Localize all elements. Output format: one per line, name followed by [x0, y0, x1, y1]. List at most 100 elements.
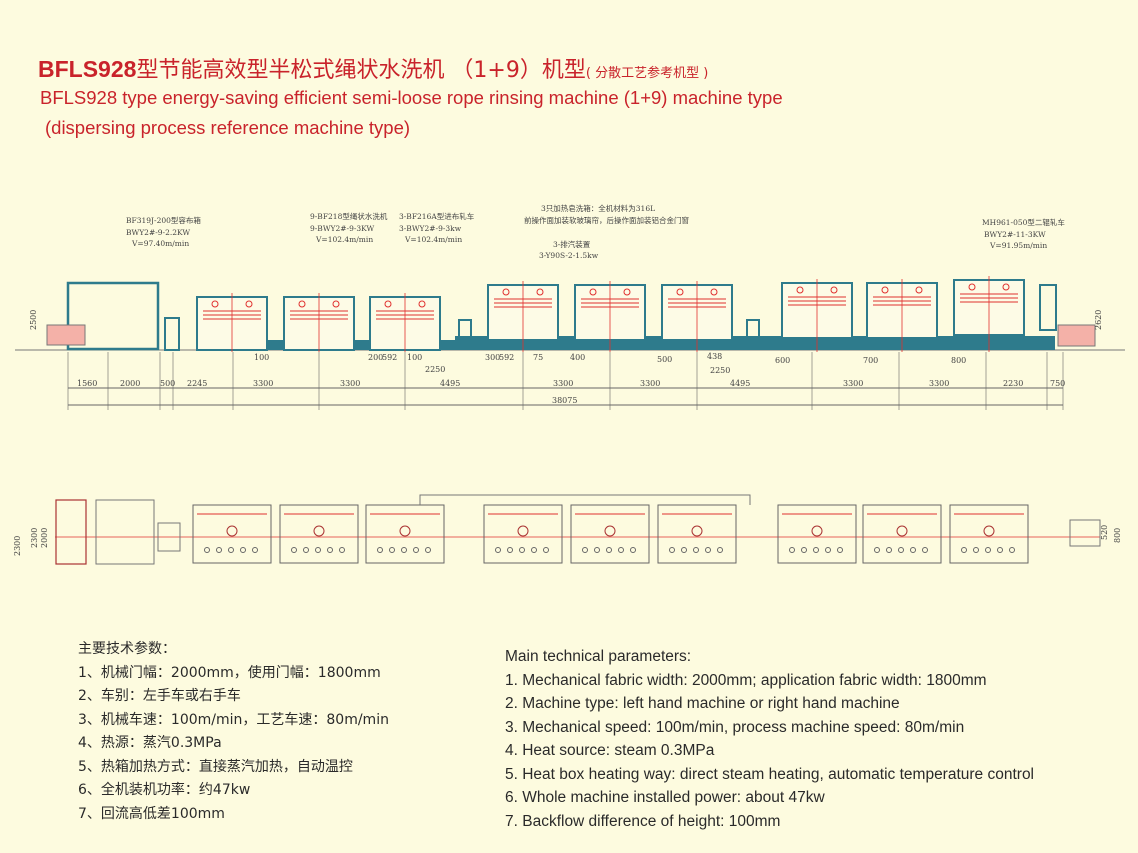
- dim-level: 592: [499, 353, 514, 362]
- dim-label: 750: [1050, 379, 1065, 388]
- plan-roller: [216, 547, 222, 553]
- plan-dim: 520: [1100, 525, 1109, 540]
- plan-roller: [801, 547, 807, 553]
- dim-label: 500: [160, 379, 175, 388]
- plan-reel: [226, 525, 238, 537]
- fabric-cart-left: [46, 324, 86, 346]
- dim-level: 200: [368, 353, 383, 362]
- plan-roller: [531, 547, 537, 553]
- param-item: 5、热箱加热方式：直接蒸汽加热，自动温控: [78, 758, 353, 775]
- params-en-heading: Main technical parameters:: [505, 648, 692, 665]
- valve-icon: [968, 283, 976, 291]
- valve-icon: [830, 286, 838, 294]
- valve-icon: [384, 300, 392, 308]
- plan-roller: [519, 547, 525, 553]
- plan-roller: [630, 547, 636, 553]
- param-item: 6. Whole machine installed power: about …: [505, 789, 825, 806]
- valve-icon: [1002, 283, 1010, 291]
- dim-label: 3300: [843, 379, 863, 388]
- dim-label: 2245: [187, 379, 207, 388]
- callout-exhaust: 3-排汽装置: [553, 239, 591, 249]
- valve-icon: [623, 288, 631, 296]
- plan-roller: [618, 547, 624, 553]
- plan-roller: [413, 547, 419, 553]
- callout-heating-note: 3只加热皂洗箱：全机材料为316L: [541, 203, 655, 213]
- plan-roller: [543, 547, 549, 553]
- callout-rope-washer-speed: V=102.4m/min: [315, 235, 373, 244]
- dim-level: 100: [254, 353, 269, 362]
- dim-level: 400: [570, 353, 585, 362]
- params-cn: 主要技术参数： 1、机械门幅：2000mm，使用门幅：1800mm 2、车别：左…: [78, 638, 389, 826]
- plan-roller: [898, 547, 904, 553]
- plan-reel: [399, 525, 411, 537]
- plan-roller: [377, 547, 383, 553]
- valve-icon: [710, 288, 718, 296]
- plan-roller: [705, 547, 711, 553]
- valve-icon: [796, 286, 804, 294]
- dim-level: 600: [775, 356, 790, 365]
- plan-padder: [157, 522, 181, 552]
- plan-roller: [252, 547, 258, 553]
- plan-roller: [813, 547, 819, 553]
- dim-label: 3300: [253, 379, 273, 388]
- dim-level: 75: [533, 353, 543, 362]
- dim-level: 300: [485, 353, 500, 362]
- plan-roller: [401, 547, 407, 553]
- feed-padder: [458, 319, 472, 341]
- param-item: 7. Backflow difference of height: 100mm: [505, 812, 781, 830]
- plan-reel: [983, 525, 995, 537]
- plan-dim: 2300: [30, 528, 39, 548]
- dim-label: 2000: [120, 379, 140, 388]
- plan-reel: [313, 525, 325, 537]
- valve-icon: [332, 300, 340, 308]
- valve-icon: [589, 288, 597, 296]
- plan-roller: [606, 547, 612, 553]
- plan-tank: [777, 504, 857, 564]
- params-cn-heading: 主要技术参数：: [78, 641, 176, 657]
- param-item: 5. Heat box heating way: direct steam he…: [505, 765, 1035, 783]
- dim-label: 1560: [77, 379, 97, 388]
- dim-label: 3300: [340, 379, 360, 388]
- param-item: 7、回流高低差100mm: [78, 805, 225, 822]
- dim-level: 500: [657, 355, 672, 364]
- plan-roller: [922, 547, 928, 553]
- plan-tank: [862, 504, 942, 564]
- params-en: Main technical parameters: 1. Mechanical…: [505, 645, 1034, 833]
- callout-storage-box-speed: V=97.40m/min: [131, 239, 189, 248]
- plan-roller: [973, 547, 979, 553]
- valve-icon: [915, 286, 923, 294]
- padder-stand: [164, 317, 180, 351]
- plan-roller: [886, 547, 892, 553]
- plan-tank: [483, 504, 563, 564]
- plan-roller: [315, 547, 321, 553]
- plan-tank: [192, 504, 272, 564]
- plan-pipe: [419, 494, 751, 505]
- elevation-view: [15, 276, 1125, 410]
- callout-storage-box-motor: BWY2#-9-2.2KW: [126, 228, 190, 237]
- plan-roller: [303, 547, 309, 553]
- storage-box-frame: [66, 281, 160, 351]
- title-cn: BFLS928型节能高效型半松式绳状水洗机 （1+9）机型( 分散工艺参考机型 …: [38, 52, 708, 84]
- param-item: 4、热源：蒸汽0.3MPa: [78, 735, 222, 751]
- valve-icon: [881, 286, 889, 294]
- callout-two-roll-padder-motor: BWY2#-11-3KW: [984, 230, 1046, 239]
- callout-heating-note-2: 前操作面加装软玻璃帘，后操作面加装铝合金门窗: [524, 215, 689, 225]
- param-item: 2. Machine type: left hand machine or ri…: [505, 695, 900, 712]
- plan-roller: [495, 547, 501, 553]
- two-roll-padder: [1039, 284, 1057, 331]
- fabric-cart-right: [1057, 324, 1096, 347]
- plan-roller: [985, 547, 991, 553]
- valve-icon: [418, 300, 426, 308]
- dim-label: 4495: [730, 379, 750, 388]
- callout-feed-padder-motor: 3-BWY2#-9-3kw: [399, 224, 462, 233]
- valve-icon: [211, 300, 219, 308]
- dim-level: 438: [707, 352, 722, 361]
- plan-dim: 800: [1113, 528, 1122, 543]
- plan-tank: [279, 504, 359, 564]
- dim-level: 592: [382, 353, 397, 362]
- param-item: 1、机械门幅：2000mm，使用门幅：1800mm: [78, 664, 381, 681]
- plan-roller: [389, 547, 395, 553]
- plan-roller: [693, 547, 699, 553]
- callout-storage-box: BF319J-200型容布箱: [126, 215, 201, 225]
